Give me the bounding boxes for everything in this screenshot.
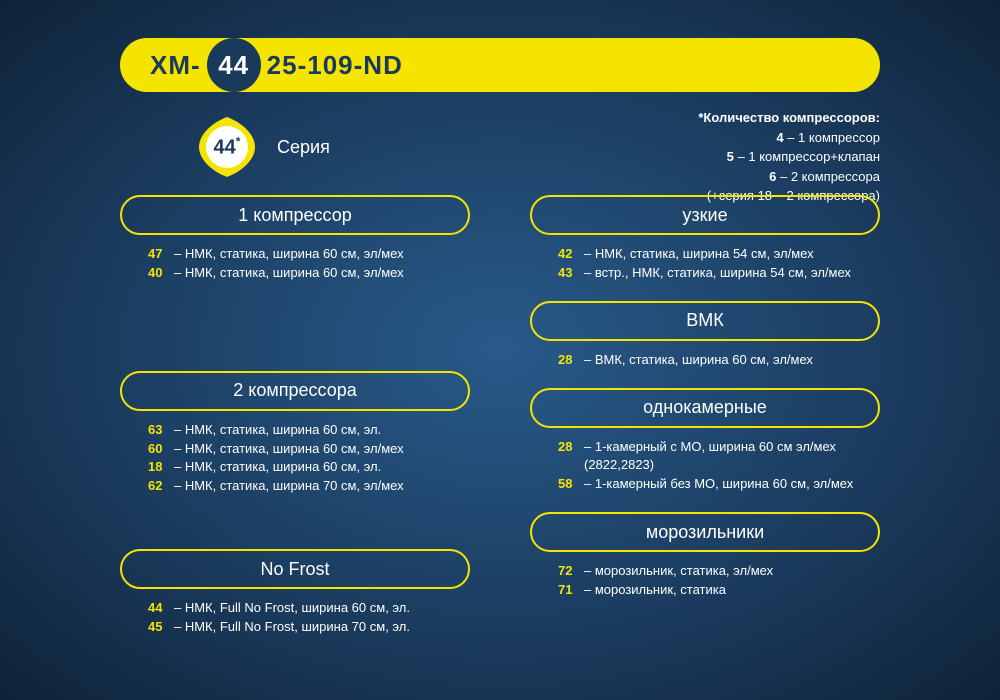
model-prefix: XM- [150,50,201,81]
spacer [120,301,470,371]
item-desc: – НМК, Full No Frost, ширина 60 см, эл. [174,599,410,618]
category-title: однокамерные [530,388,880,428]
list-item: 28 – 1-камерный с МО, ширина 60 см эл/ме… [558,438,880,476]
item-code: 58 [558,475,584,494]
note-line: 4 – 1 компрессор [580,128,880,148]
category-title: узкие [530,195,880,235]
series-number: 44* [214,135,241,160]
category-title: 2 компрессора [120,371,470,411]
category-title: морозильники [530,512,880,552]
item-code: 40 [148,264,174,283]
item-code: 18 [148,458,174,477]
item-desc: – НМК, статика, ширина 60 см, эл. [174,458,381,477]
item-code: 45 [148,618,174,637]
right-column: узкие 42 – НМК, статика, ширина 54 см, эл… [530,195,880,655]
category-group: ВМК 28 – ВМК, статика, ширина 60 см, эл/м… [530,301,880,370]
item-code: 63 [148,421,174,440]
item-code: 72 [558,562,584,581]
list-item: 63 – НМК, статика, ширина 60 см, эл. [148,421,470,440]
category-title: 1 компрессор [120,195,470,235]
model-series-badge: 44 [207,38,261,92]
category-items: 28 – 1-камерный с МО, ширина 60 см эл/ме… [530,438,880,495]
category-group: No Frost 44 – НМК, Full No Frost, ширина … [120,549,470,637]
series-lemon-icon: 44* [195,115,259,179]
model-suffix: 25-109-ND [267,50,403,81]
list-item: 45 – НМК, Full No Frost, ширина 70 см, э… [148,618,470,637]
item-code: 62 [148,477,174,496]
item-code: 42 [558,245,584,264]
item-code: 28 [558,438,584,476]
category-items: 63 – НМК, статика, ширина 60 см, эл.60 –… [120,421,470,496]
model-code-pill: XM- 44 25-109-ND [120,38,880,92]
item-desc: – 1-камерный с МО, ширина 60 см эл/мех (… [584,438,880,476]
item-desc: – НМК, статика, ширина 60 см, эл/мех [174,264,404,283]
item-code: 28 [558,351,584,370]
item-desc: – НМК, статика, ширина 70 см, эл/мех [174,477,404,496]
item-code: 43 [558,264,584,283]
category-group: 1 компрессор 47 – НМК, статика, ширина 60… [120,195,470,283]
spacer [120,514,470,549]
note-line: 5 – 1 компрессор+клапан [580,147,880,167]
list-item: 43 – встр., НМК, статика, ширина 54 см, … [558,264,880,283]
note-line: 6 – 2 компрессора [580,167,880,187]
list-item: 28 – ВМК, статика, ширина 60 см, эл/мех [558,351,880,370]
item-desc: – НМК, статика, ширина 60 см, эл/мех [174,440,404,459]
category-title: No Frost [120,549,470,589]
series-indicator: 44* Серия [195,115,330,179]
list-item: 42 – НМК, статика, ширина 54 см, эл/мех [558,245,880,264]
category-title: ВМК [530,301,880,341]
category-items: 28 – ВМК, статика, ширина 60 см, эл/мех [530,351,880,370]
item-desc: – встр., НМК, статика, ширина 54 см, эл/… [584,264,851,283]
category-items: 72 – морозильник, статика, эл/мех71 – мо… [530,562,880,600]
list-item: 71 – морозильник, статика [558,581,880,600]
item-desc: – ВМК, статика, ширина 60 см, эл/мех [584,351,813,370]
list-item: 18 – НМК, статика, ширина 60 см, эл. [148,458,470,477]
category-items: 47 – НМК, статика, ширина 60 см, эл/мех4… [120,245,470,283]
list-item: 72 – морозильник, статика, эл/мех [558,562,880,581]
category-group: однокамерные 28 – 1-камерный с МО, ширина… [530,388,880,495]
item-desc: – НМК, Full No Frost, ширина 70 см, эл. [174,618,410,637]
item-code: 60 [148,440,174,459]
item-desc: – морозильник, статика [584,581,726,600]
category-items: 44 – НМК, Full No Frost, ширина 60 см, э… [120,599,470,637]
series-label: Серия [277,137,330,158]
item-desc: – НМК, статика, ширина 54 см, эл/мех [584,245,814,264]
content-columns: 1 компрессор 47 – НМК, статика, ширина 60… [120,195,880,655]
category-group: морозильники 72 – морозильник, статика, э… [530,512,880,600]
list-item: 44 – НМК, Full No Frost, ширина 60 см, э… [148,599,470,618]
list-item: 62 – НМК, статика, ширина 70 см, эл/мех [148,477,470,496]
model-code: XM- 44 25-109-ND [150,38,403,92]
list-item: 58 – 1-камерный без МО, ширина 60 см, эл… [558,475,880,494]
left-column: 1 компрессор 47 – НМК, статика, ширина 60… [120,195,470,655]
item-code: 71 [558,581,584,600]
item-code: 47 [148,245,174,264]
item-code: 44 [148,599,174,618]
category-group: узкие 42 – НМК, статика, ширина 54 см, эл… [530,195,880,283]
category-group: 2 компрессора 63 – НМК, статика, ширина 6… [120,371,470,496]
category-items: 42 – НМК, статика, ширина 54 см, эл/мех4… [530,245,880,283]
item-desc: – 1-камерный без МО, ширина 60 см, эл/ме… [584,475,853,494]
list-item: 40 – НМК, статика, ширина 60 см, эл/мех [148,264,470,283]
item-desc: – НМК, статика, ширина 60 см, эл. [174,421,381,440]
list-item: 60 – НМК, статика, ширина 60 см, эл/мех [148,440,470,459]
list-item: 47 – НМК, статика, ширина 60 см, эл/мех [148,245,470,264]
item-desc: – морозильник, статика, эл/мех [584,562,773,581]
note-title: *Количество компрессоров: [580,108,880,128]
compressor-count-note: *Количество компрессоров: 4 – 1 компресс… [580,108,880,206]
item-desc: – НМК, статика, ширина 60 см, эл/мех [174,245,404,264]
